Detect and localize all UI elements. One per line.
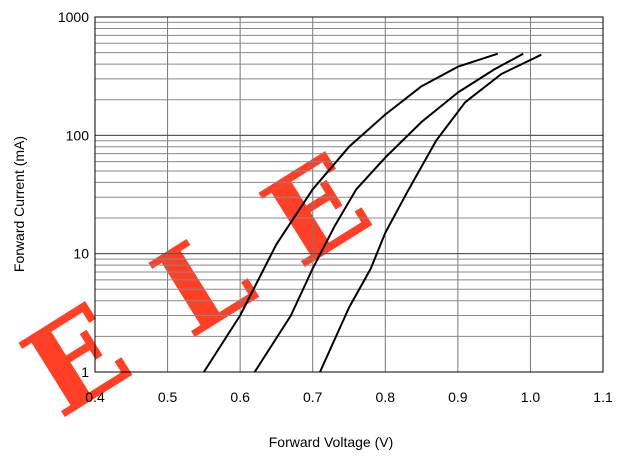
watermark: ELE	[1, 127, 393, 445]
y-tick-label: 1	[81, 364, 89, 380]
y-axis-label: Forward Current (mA)	[11, 136, 27, 272]
watermark-letter: L	[131, 200, 277, 364]
x-tick-label: 0.8	[376, 389, 396, 405]
y-tick-label: 10	[73, 246, 89, 262]
x-tick-label: 0.5	[158, 389, 178, 405]
x-tick-label: 0.6	[230, 389, 250, 405]
x-tick-label: 1.1	[593, 389, 613, 405]
series-group	[203, 52, 542, 373]
plot-frame	[94, 16, 604, 373]
series-line-1	[203, 52, 499, 373]
x-tick-label: 1.0	[521, 389, 541, 405]
watermark-letter: E	[1, 277, 153, 445]
series-line-3	[319, 53, 542, 373]
x-axis-label: Forward Voltage (V)	[269, 434, 394, 450]
x-tick-label: 0.7	[303, 389, 323, 405]
y-tick-label: 100	[66, 127, 90, 143]
y-tick-label: 1000	[58, 9, 89, 25]
y-tick-labels: 1 10 100 1000	[58, 9, 89, 380]
x-tick-labels: 0.4 0.5 0.6 0.7 0.8 0.9 1.0 1.1	[85, 389, 613, 405]
x-tick-label: 0.9	[448, 389, 468, 405]
series-line-2	[253, 52, 524, 373]
x-tick-label: 0.4	[85, 389, 105, 405]
